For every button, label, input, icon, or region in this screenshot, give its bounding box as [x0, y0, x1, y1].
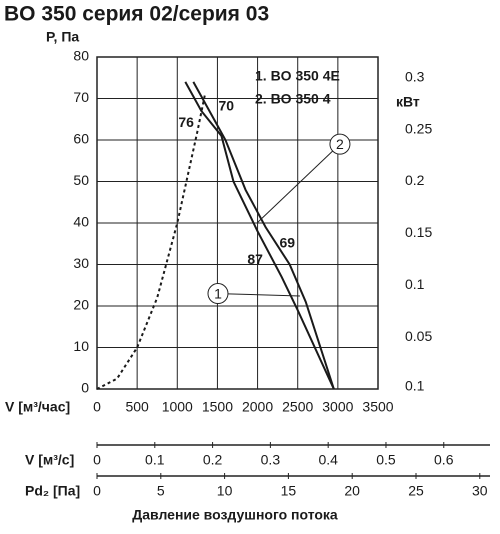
annotation: 70: [218, 98, 234, 114]
y2-tick-label: 0.1: [405, 276, 425, 292]
y-tick-label: 50: [73, 172, 89, 188]
system-curve: [96, 94, 206, 390]
x-tick-label: 0: [93, 399, 101, 415]
x-tick-label: 500: [125, 399, 149, 415]
caption: Давление воздушного потока: [132, 507, 338, 523]
x-tick-label: 0.5: [376, 452, 396, 468]
annotation: 87: [247, 251, 263, 267]
series-line: [192, 81, 335, 390]
y2-tick-label: 0.25: [405, 120, 432, 136]
annotation: 76: [178, 114, 194, 130]
x-tick-label: 30: [472, 483, 488, 499]
y2-tick-label: 0.2: [405, 172, 425, 188]
x-tick-label: 0.6: [434, 452, 454, 468]
x-tick-label: 0.2: [203, 452, 223, 468]
legend-entry: 1. BO 350 4E: [255, 68, 340, 84]
x-tick-label: 0.3: [261, 452, 281, 468]
annotation: 69: [279, 234, 295, 250]
x-axis-label: V [м³/с]: [25, 452, 74, 468]
x-axis-label: V [м³/час]: [5, 399, 70, 415]
chart-title: BO 350 серия 02/серия 03: [4, 3, 269, 26]
x-tick-label: 0.1: [145, 452, 165, 468]
callout-line: [256, 150, 334, 224]
y-axis-label: P, Па: [46, 29, 79, 45]
y2-axis-label: кВт: [396, 94, 420, 110]
x-tick-label: 20: [344, 483, 360, 499]
legend-entry: 2. BO 350 4: [255, 91, 331, 107]
x-axis-label: Pd₂ [Па]: [25, 483, 80, 499]
y2-tick-label: 0.3: [405, 68, 425, 84]
callout-label: 1: [214, 285, 222, 301]
y2-tick-label: 0.15: [405, 224, 432, 240]
x-tick-label: 1500: [202, 399, 233, 415]
series-line: [184, 81, 335, 390]
x-tick-label: 2000: [242, 399, 273, 415]
y-tick-label: 60: [73, 131, 89, 147]
y-tick-label: 70: [73, 89, 89, 105]
x-tick-label: 3000: [322, 399, 353, 415]
y-tick-label: 30: [73, 255, 89, 271]
plot-frame: [96, 56, 379, 390]
x-tick-label: 2500: [282, 399, 313, 415]
y-tick-label: 10: [73, 338, 89, 354]
x-tick-label: 3500: [362, 399, 393, 415]
y-tick-label: 80: [73, 48, 89, 64]
x-tick-label: 5: [157, 483, 165, 499]
y-tick-label: 20: [73, 297, 89, 313]
callout-line: [227, 293, 300, 297]
x-tick-label: 0.4: [318, 452, 338, 468]
x-tick-label: 10: [217, 483, 233, 499]
callout-circle: [207, 283, 229, 305]
x-tick-label: 0: [93, 483, 101, 499]
y2-tick-label: 0.1: [405, 378, 425, 394]
callout-label: 2: [336, 136, 344, 152]
x-tick-label: 0: [93, 452, 101, 468]
x-tick-label: 1000: [162, 399, 193, 415]
y-tick-label: 40: [73, 214, 89, 230]
callout-circle: [329, 133, 351, 155]
x-tick-label: 15: [281, 483, 297, 499]
x-tick-label: 25: [408, 483, 424, 499]
y2-tick-label: 0.05: [405, 328, 432, 344]
y-tick-label: 0: [81, 380, 89, 396]
